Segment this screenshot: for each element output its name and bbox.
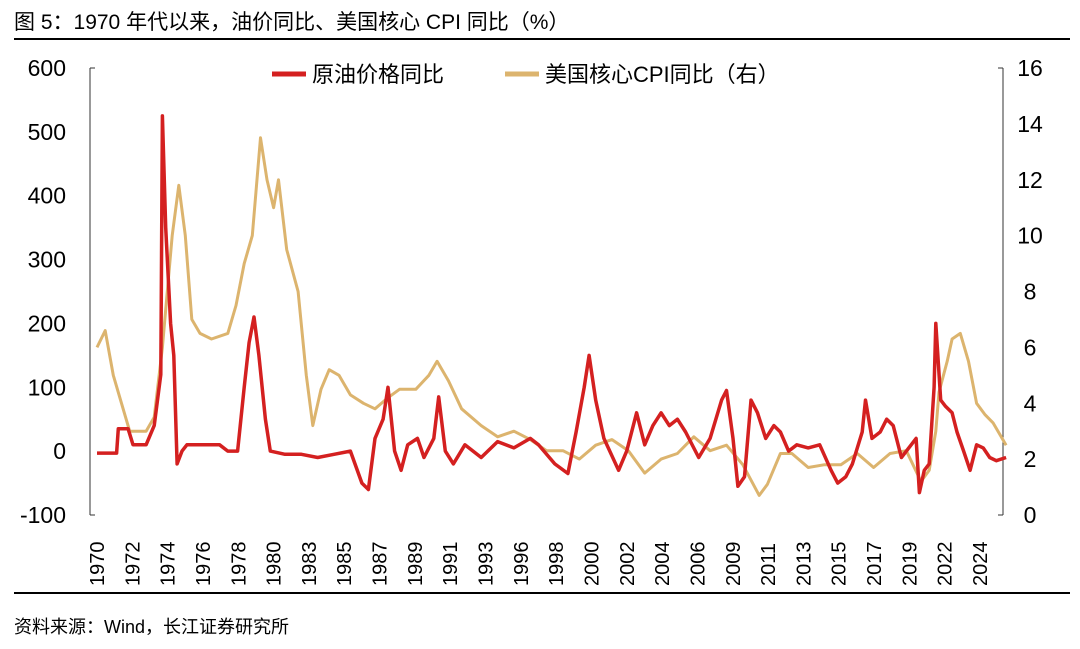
y-right-tick-label: 12 — [1017, 167, 1043, 193]
y-left-tick-label: -100 — [20, 502, 66, 528]
x-tick-label: 1989 — [405, 542, 427, 587]
x-tick-label: 2002 — [617, 542, 639, 587]
x-tick-label: 1985 — [334, 542, 356, 587]
x-tick-label: 1998 — [546, 542, 568, 587]
x-tick-label: 2009 — [723, 542, 745, 587]
x-tick-label: 2017 — [864, 542, 886, 587]
legend-label-oil: 原油价格同比 — [312, 62, 444, 87]
x-tick-label: 2019 — [899, 542, 921, 587]
x-tick-label: 2004 — [652, 542, 674, 587]
y-left-tick-label: 500 — [28, 119, 66, 145]
x-tick-label: 2024 — [970, 542, 992, 587]
x-tick-label: 2015 — [829, 542, 851, 587]
x-tick-label: 1993 — [476, 542, 498, 587]
y-left-tick-label: 400 — [28, 183, 66, 209]
source-note: 资料来源：Wind，长江证券研究所 — [14, 617, 290, 637]
x-tick-label: 1991 — [440, 542, 462, 587]
y-left-tick-label: 0 — [53, 438, 66, 464]
y-right-tick-label: 8 — [1024, 279, 1037, 305]
x-tick-label: 1987 — [370, 542, 392, 587]
y-left-tick-label: 300 — [28, 247, 66, 273]
x-tick-label: 1970 — [87, 542, 109, 587]
y-right-tick-label: 6 — [1024, 334, 1037, 360]
y-left-tick-label: 600 — [28, 55, 66, 81]
legend: 原油价格同比 美国核心CPI同比（右） — [272, 62, 780, 87]
x-tick-label: 2006 — [687, 542, 709, 587]
legend-label-cpi: 美国核心CPI同比（右） — [545, 62, 780, 87]
series-line-core-cpi — [95, 136, 1008, 497]
y-right-tick-label: 4 — [1024, 390, 1037, 416]
y-right-tick-label: 14 — [1017, 111, 1043, 137]
x-tick-label: 1983 — [299, 542, 321, 587]
y-left-tick-label: 200 — [28, 310, 66, 336]
x-tick-label: 2000 — [581, 542, 603, 587]
y-right-tick-label: 0 — [1024, 502, 1037, 528]
chart-title: 图 5：1970 年代以来，油价同比、美国核心 CPI 同比（%） — [14, 11, 570, 34]
footer-divider — [14, 592, 1070, 594]
x-tick-label: 2022 — [935, 542, 957, 587]
x-tick-label: 2011 — [758, 543, 780, 586]
y-right-tick-label: 16 — [1017, 55, 1043, 81]
y-right-tick-label: 10 — [1017, 223, 1043, 249]
x-tick-label: 1974 — [158, 542, 180, 587]
y-right-tick-label: 2 — [1024, 446, 1037, 472]
x-tick-label: 1996 — [511, 542, 533, 587]
series-line-oil — [97, 114, 1007, 495]
x-tick-label: 1972 — [122, 542, 144, 587]
y-left-tick-label: 100 — [28, 374, 66, 400]
title-divider — [14, 38, 1070, 40]
x-tick-label: 1980 — [264, 542, 286, 587]
x-tick-label: 1976 — [193, 542, 215, 587]
x-tick-label: 2013 — [793, 542, 815, 587]
x-tick-label: 1978 — [228, 542, 250, 587]
